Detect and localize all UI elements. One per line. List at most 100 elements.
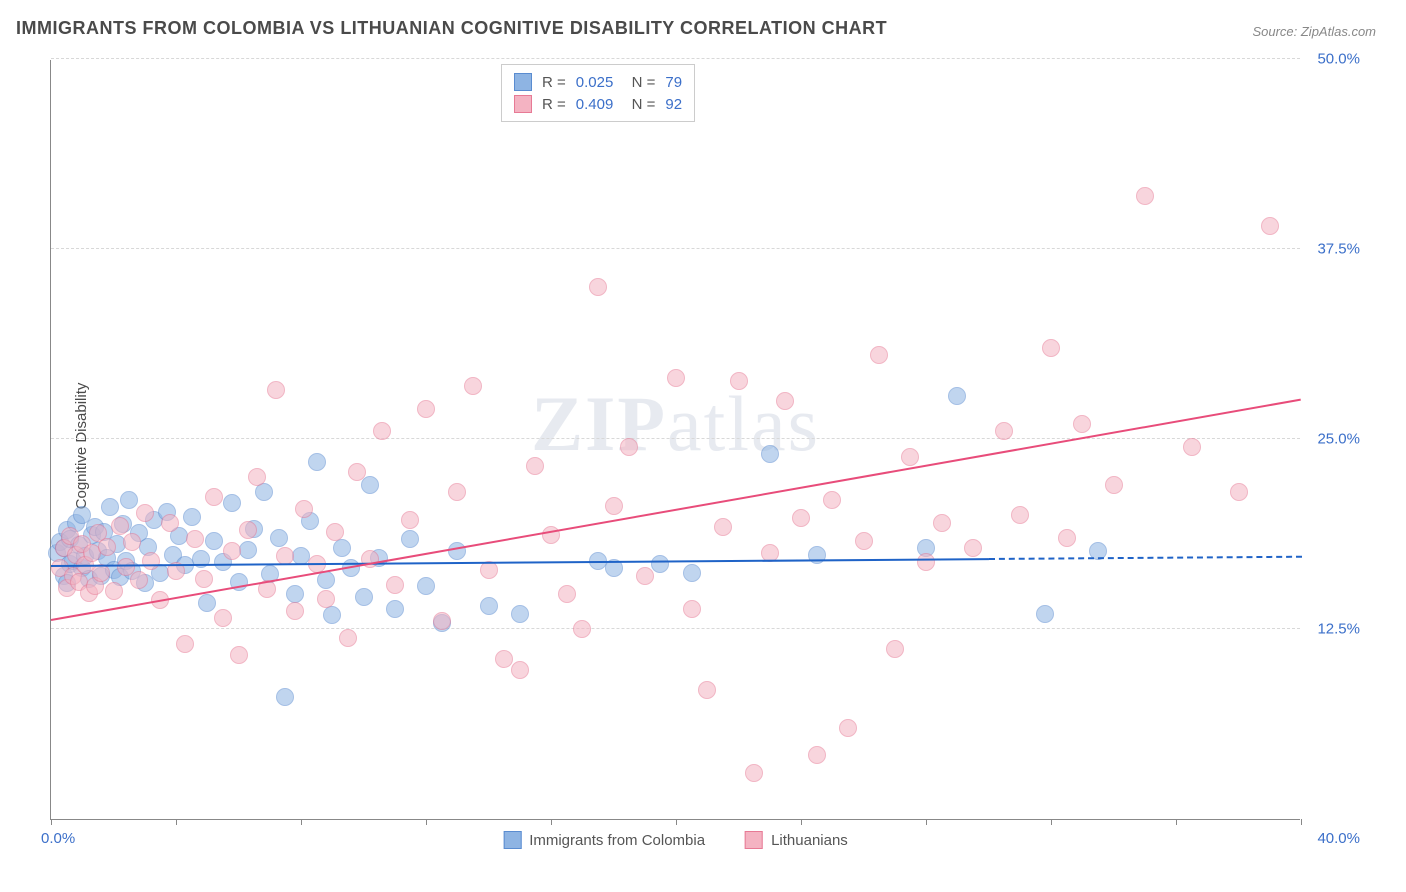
data-point: [698, 681, 716, 699]
x-axis-min-label: 0.0%: [41, 830, 75, 847]
n-value: 79: [665, 74, 682, 91]
legend-label: Immigrants from Colombia: [529, 832, 705, 849]
data-point: [886, 640, 904, 658]
data-point: [1073, 415, 1091, 433]
data-point: [683, 564, 701, 582]
data-point: [1261, 217, 1279, 235]
r-value: 0.025: [576, 74, 614, 91]
data-point: [823, 491, 841, 509]
data-point: [417, 400, 435, 418]
data-point: [295, 500, 313, 518]
gridline: [51, 628, 1300, 629]
legend-item: Immigrants from Colombia: [503, 831, 705, 849]
swatch-icon: [514, 73, 532, 91]
n-value: 92: [665, 96, 682, 113]
data-point: [683, 600, 701, 618]
data-point: [792, 509, 810, 527]
x-tick: [1051, 819, 1052, 825]
swatch-icon: [745, 831, 763, 849]
data-point: [1183, 438, 1201, 456]
trend-line: [988, 556, 1301, 560]
x-axis-max-label: 40.0%: [1317, 830, 1360, 847]
gridline: [51, 248, 1300, 249]
data-point: [373, 422, 391, 440]
data-point: [223, 494, 241, 512]
gridline: [51, 438, 1300, 439]
x-tick: [551, 819, 552, 825]
data-point: [161, 514, 179, 532]
data-point: [714, 518, 732, 536]
data-point: [223, 542, 241, 560]
data-point: [195, 570, 213, 588]
x-tick: [1301, 819, 1302, 825]
data-point: [667, 369, 685, 387]
data-point: [480, 597, 498, 615]
data-point: [855, 532, 873, 550]
x-tick: [676, 819, 677, 825]
x-tick: [801, 819, 802, 825]
data-point: [870, 346, 888, 364]
legend-row-series-b: R = 0.409 N = 92: [514, 93, 682, 115]
data-point: [286, 585, 304, 603]
data-point: [186, 530, 204, 548]
data-point: [136, 504, 154, 522]
data-point: [448, 483, 466, 501]
x-tick: [426, 819, 427, 825]
chart-container: IMMIGRANTS FROM COLOMBIA VS LITHUANIAN C…: [0, 0, 1406, 892]
x-tick: [926, 819, 927, 825]
data-point: [276, 688, 294, 706]
data-point: [111, 517, 129, 535]
data-point: [248, 468, 266, 486]
data-point: [1042, 339, 1060, 357]
data-point: [401, 511, 419, 529]
data-point: [589, 278, 607, 296]
data-point: [267, 381, 285, 399]
data-point: [745, 764, 763, 782]
data-point: [433, 612, 451, 630]
data-point: [98, 538, 116, 556]
data-point: [620, 438, 638, 456]
data-point: [1136, 187, 1154, 205]
swatch-icon: [514, 95, 532, 113]
y-tick-label: 12.5%: [1317, 621, 1360, 638]
data-point: [323, 606, 341, 624]
data-point: [464, 377, 482, 395]
data-point: [933, 514, 951, 532]
data-point: [105, 582, 123, 600]
data-point: [386, 576, 404, 594]
data-point: [839, 719, 857, 737]
data-point: [286, 602, 304, 620]
data-point: [1058, 529, 1076, 547]
data-point: [542, 526, 560, 544]
data-point: [730, 372, 748, 390]
data-point: [355, 588, 373, 606]
legend-row-series-a: R = 0.025 N = 79: [514, 71, 682, 93]
data-point: [239, 541, 257, 559]
data-point: [605, 497, 623, 515]
data-point: [130, 571, 148, 589]
data-point: [964, 539, 982, 557]
data-point: [558, 585, 576, 603]
y-tick-label: 37.5%: [1317, 241, 1360, 258]
data-point: [214, 609, 232, 627]
source-label: Source: ZipAtlas.com: [1252, 24, 1376, 39]
data-point: [230, 646, 248, 664]
legend-item: Lithuanians: [745, 831, 848, 849]
data-point: [636, 567, 654, 585]
data-point: [198, 594, 216, 612]
data-point: [651, 555, 669, 573]
y-tick-label: 25.0%: [1317, 431, 1360, 448]
data-point: [333, 539, 351, 557]
data-point: [1105, 476, 1123, 494]
data-point: [511, 605, 529, 623]
data-point: [761, 445, 779, 463]
y-tick-label: 50.0%: [1317, 51, 1360, 68]
data-point: [339, 629, 357, 647]
data-point: [1011, 506, 1029, 524]
data-point: [776, 392, 794, 410]
data-point: [511, 661, 529, 679]
gridline: [51, 58, 1300, 59]
data-point: [901, 448, 919, 466]
plot-area: ZIPatlas R = 0.025 N = 79 R = 0.409 N = …: [50, 60, 1300, 820]
swatch-icon: [503, 831, 521, 849]
